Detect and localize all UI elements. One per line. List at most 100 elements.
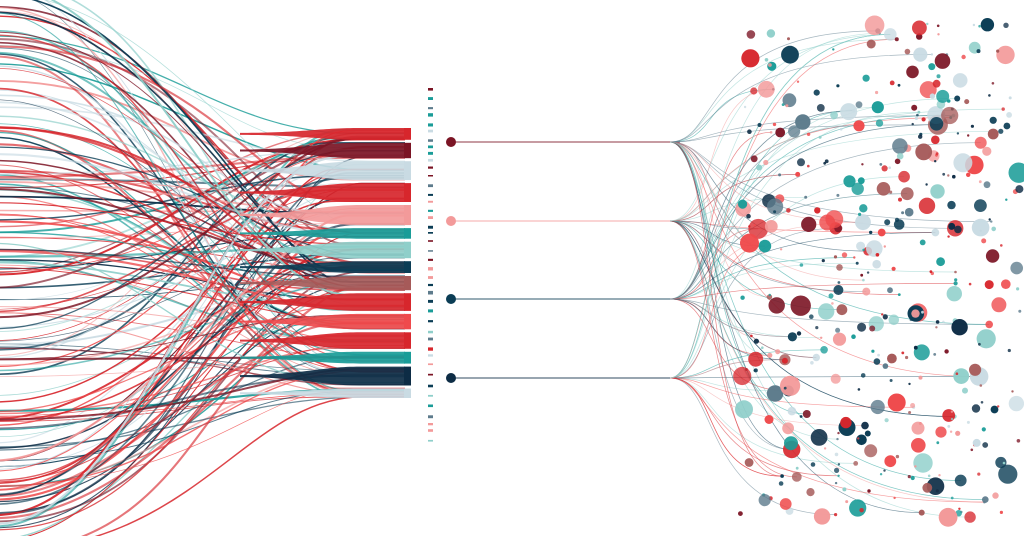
scatter-dot xyxy=(935,152,939,155)
scatter-dot xyxy=(881,165,888,172)
fanout-line xyxy=(669,141,807,415)
scatter-dot xyxy=(910,475,915,481)
scatter-dot xyxy=(910,403,916,408)
fanout-line xyxy=(669,141,783,477)
scatter-dot xyxy=(853,120,865,132)
stream-line xyxy=(0,284,405,502)
scatter-dot xyxy=(935,326,938,329)
scatter-dot xyxy=(833,255,838,259)
scatter-dot xyxy=(831,302,834,305)
flow-band xyxy=(240,351,405,364)
scatter-dot xyxy=(869,230,873,235)
scatter-dot xyxy=(799,263,804,267)
band-end-cap xyxy=(404,351,411,364)
scatter-dot xyxy=(956,132,960,135)
scatter-dot xyxy=(928,63,936,71)
scatter-dot xyxy=(756,164,763,171)
scatter-dot xyxy=(918,375,923,380)
scatter-dot xyxy=(996,45,1015,65)
scatter-dot xyxy=(998,464,1018,484)
scatter-dot xyxy=(796,331,802,336)
scatter-dot xyxy=(1016,287,1020,291)
flow-band xyxy=(240,161,405,181)
scatter-dot xyxy=(775,127,786,138)
flow-band xyxy=(240,276,405,291)
scatter-dot xyxy=(921,310,924,314)
scatter-dot xyxy=(934,160,937,163)
scatter-dot xyxy=(978,180,982,184)
flow-band xyxy=(240,142,405,159)
stream-line xyxy=(0,270,405,366)
scatter-dot xyxy=(997,405,1000,408)
stream-line xyxy=(0,137,405,318)
scatter-dot xyxy=(970,124,975,128)
scatter-dot xyxy=(976,49,981,54)
scatter-dot xyxy=(859,508,864,513)
scatter-dot xyxy=(834,513,838,517)
scatter-dot xyxy=(871,101,884,114)
band-end-cap xyxy=(404,313,411,330)
scatter-dot xyxy=(773,210,777,214)
scatter-dot xyxy=(787,406,797,416)
scatter-dot xyxy=(934,53,951,69)
scatter-dot xyxy=(1000,244,1003,247)
scatter-dot xyxy=(836,437,839,441)
scatter-dot xyxy=(962,387,968,394)
scatter-dot xyxy=(992,492,999,499)
scatter-dot xyxy=(982,442,989,448)
divider-tick xyxy=(428,330,433,334)
scatter-dot xyxy=(856,241,866,251)
scatter-dot xyxy=(757,123,762,127)
scatter-dot xyxy=(801,216,817,232)
scatter-dot xyxy=(889,80,895,86)
scatter-dot xyxy=(835,327,841,333)
divider-tick xyxy=(428,429,433,432)
scatter-dot xyxy=(888,314,900,326)
scatter-dot xyxy=(947,235,950,238)
scatter-dot xyxy=(929,93,936,99)
scatter-dot xyxy=(884,28,897,41)
divider-tick xyxy=(428,88,433,91)
band-end-cap xyxy=(404,205,411,226)
scatter-dot xyxy=(810,361,814,365)
scatter-dot xyxy=(974,136,987,149)
flow-band xyxy=(240,332,405,349)
scatter-dot xyxy=(985,320,993,329)
scatter-dot xyxy=(869,325,876,332)
stream-line xyxy=(26,232,405,536)
scatter-dot xyxy=(788,125,801,138)
scatter-dot xyxy=(983,181,991,189)
fanout-line xyxy=(669,32,880,300)
divider-tick xyxy=(428,225,433,229)
scatter-dot xyxy=(979,384,983,387)
scatter-dot xyxy=(837,463,841,466)
scatter-dot xyxy=(840,103,858,121)
scatter-dot xyxy=(905,355,909,360)
fanout-line xyxy=(669,54,932,143)
scatter-dot xyxy=(753,224,756,227)
scatter-dot xyxy=(954,278,958,282)
scatter-dot xyxy=(919,239,926,246)
scatter-dot xyxy=(990,220,993,223)
scatter-dot xyxy=(954,270,957,274)
scatter-dot xyxy=(764,220,778,233)
scatter-dot xyxy=(911,122,914,126)
scatter-dot xyxy=(884,455,897,468)
scatter-dot xyxy=(952,174,956,179)
scatter-dot xyxy=(875,90,879,95)
scatter-dot xyxy=(862,278,865,282)
scatter-dot xyxy=(935,426,947,438)
scatter-dot xyxy=(972,438,981,447)
scatter-dot xyxy=(818,135,822,139)
stream-line xyxy=(0,150,405,330)
scatter-dot xyxy=(898,197,902,202)
scatter-dot xyxy=(820,336,823,339)
scatter-dot xyxy=(857,177,865,185)
scatter-dot xyxy=(750,334,753,338)
fanout-line xyxy=(669,298,793,338)
divider-tick xyxy=(428,175,433,177)
fanout-line xyxy=(669,130,1001,222)
fanout-line xyxy=(669,377,856,464)
scatter-dot xyxy=(922,482,933,493)
